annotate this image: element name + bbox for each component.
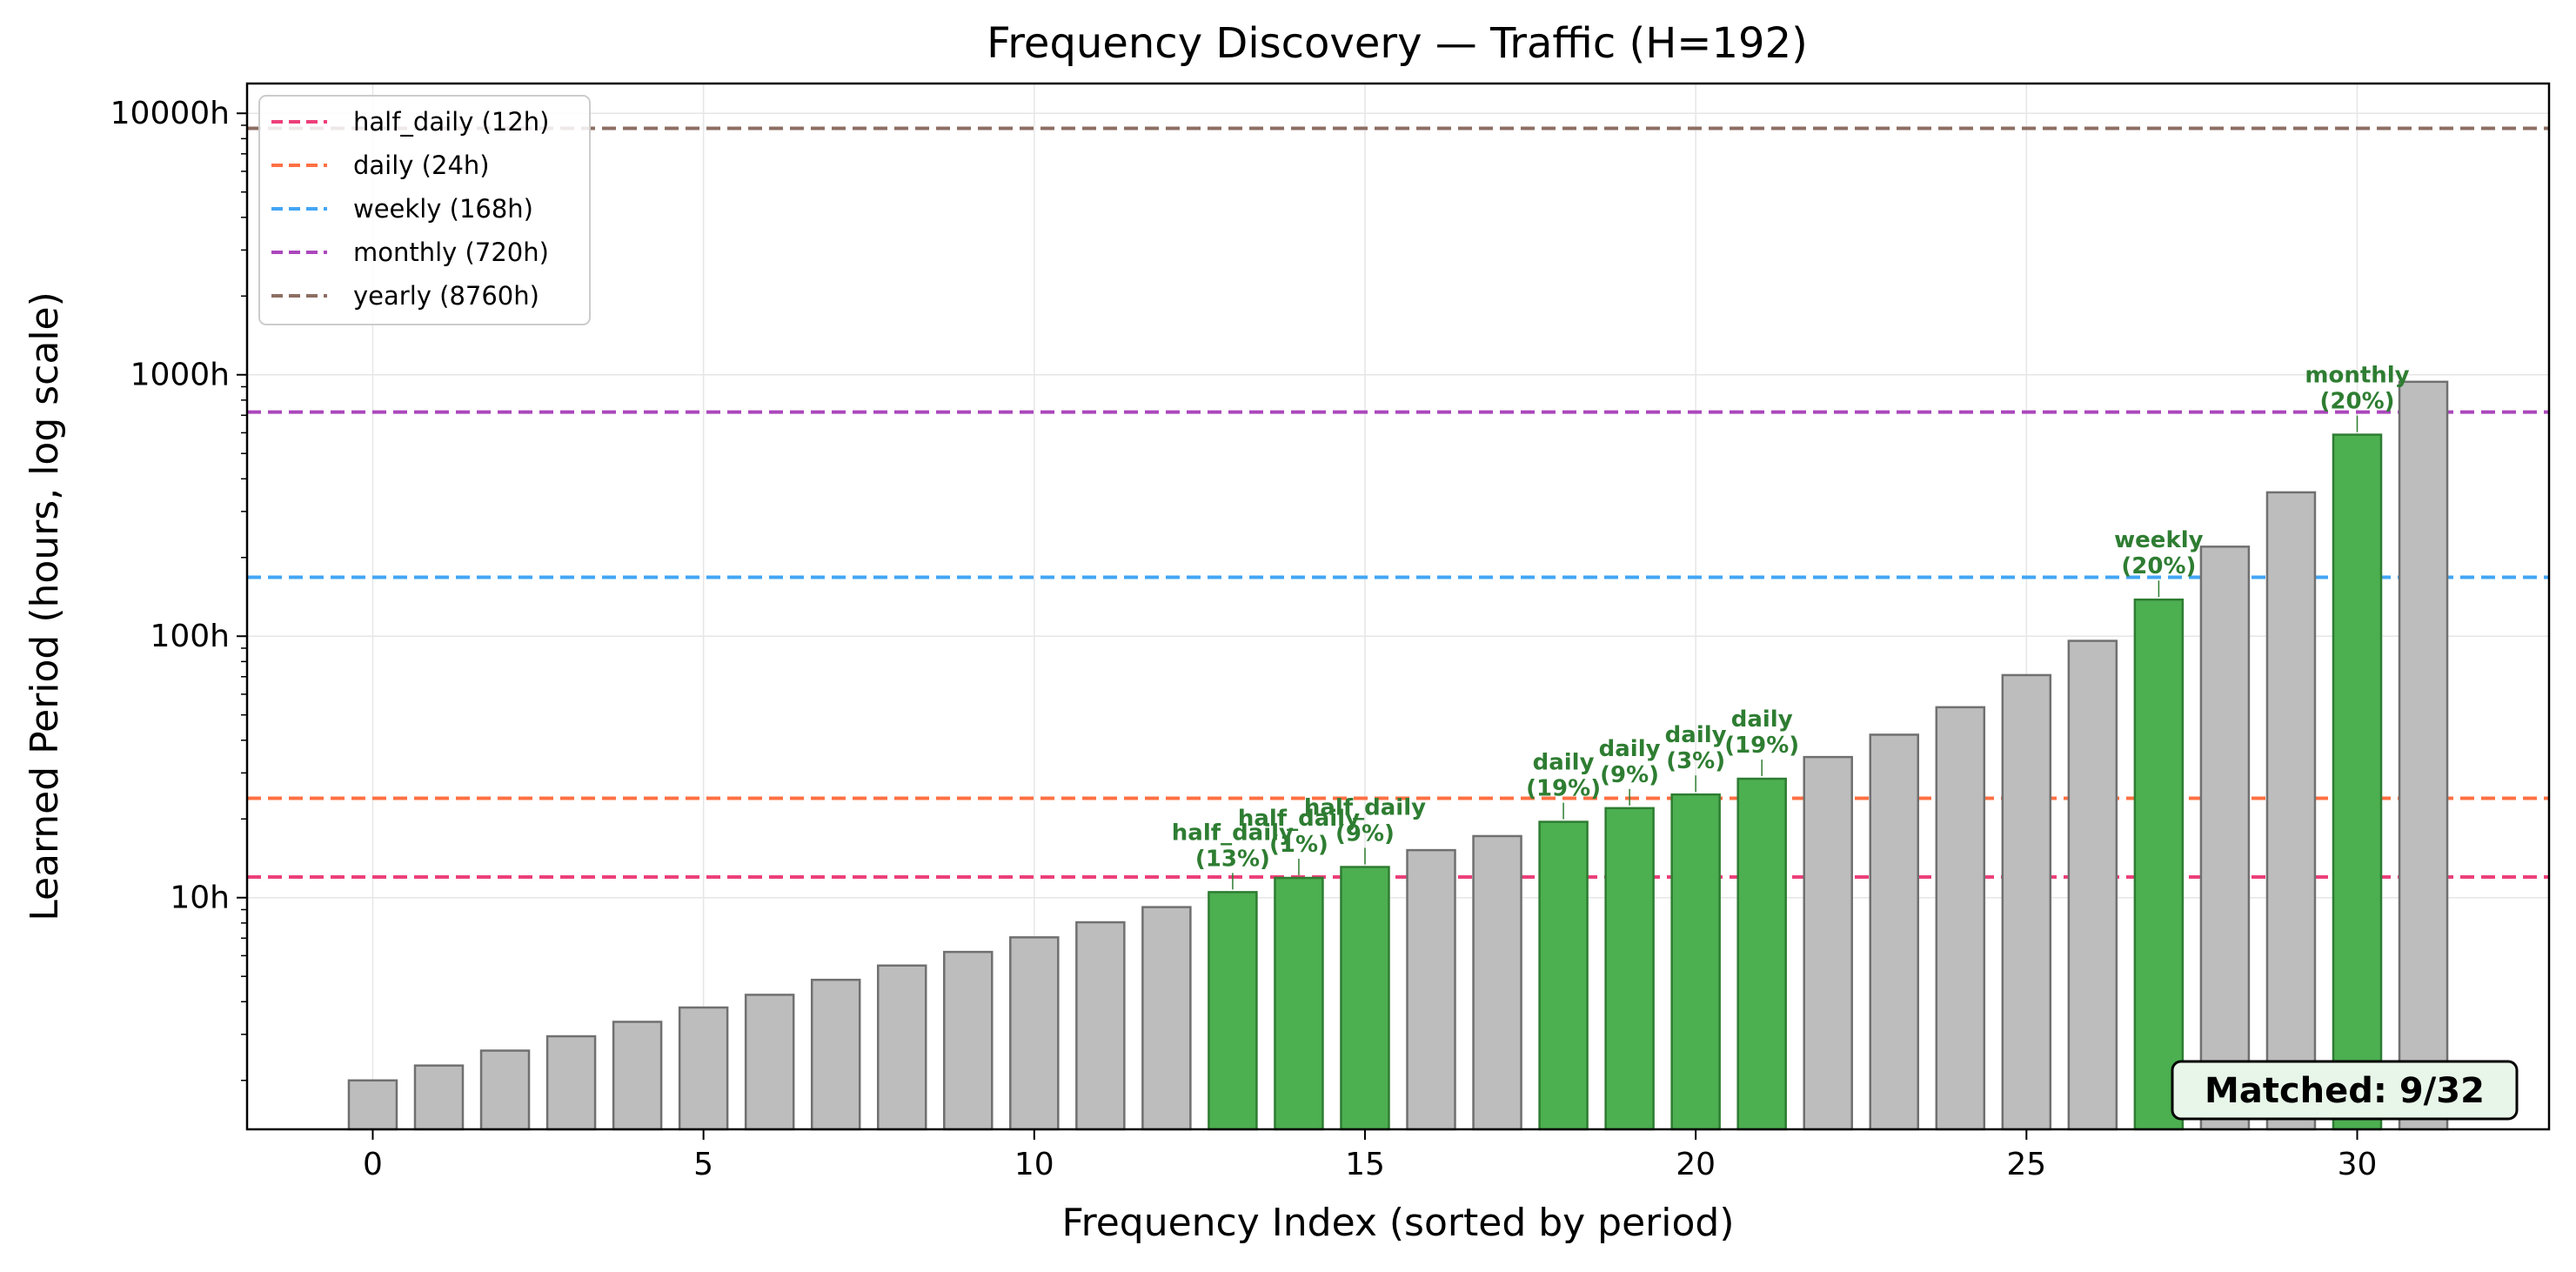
bar bbox=[810, 978, 861, 1131]
legend-label-weekly: weekly (168h) bbox=[353, 194, 533, 224]
annotation-line-1: daily bbox=[1665, 722, 1727, 748]
bar bbox=[1803, 755, 1853, 1131]
bar bbox=[1075, 921, 1126, 1131]
x-tick-label: 10 bbox=[1014, 1147, 1054, 1182]
bar bbox=[479, 1049, 531, 1131]
bar bbox=[876, 964, 927, 1131]
annotation-line-1: daily bbox=[1599, 736, 1661, 762]
bar bbox=[347, 1079, 398, 1131]
legend-label-half_daily: half_daily (12h) bbox=[353, 107, 550, 137]
bar bbox=[413, 1064, 465, 1131]
matched-bar bbox=[1340, 866, 1390, 1131]
bar-annotation: half_daily (9%) bbox=[1304, 794, 1426, 847]
bar bbox=[1935, 706, 1986, 1131]
annotation-line-2: (9%) bbox=[1600, 762, 1659, 788]
matched-count-text: Matched: 9/32 bbox=[2205, 1071, 2485, 1111]
bar bbox=[2067, 639, 2118, 1131]
bar-annotation: monthly (20%) bbox=[2305, 363, 2409, 415]
bar bbox=[612, 1021, 663, 1131]
matched-bar bbox=[1670, 793, 1721, 1131]
annotation-line-2: (9%) bbox=[1335, 820, 1395, 847]
x-tick-label: 30 bbox=[2338, 1147, 2378, 1182]
reference-lines bbox=[247, 126, 2549, 879]
bar bbox=[1009, 936, 1060, 1131]
bar bbox=[1141, 906, 1192, 1131]
y-tick-label: 1000h bbox=[130, 358, 230, 393]
matched-bar bbox=[1208, 891, 1258, 1131]
bar-annotations: half_daily (13%)half_daily (1%)half_daily(… bbox=[1172, 363, 2410, 890]
annotation-line-1: daily bbox=[1731, 706, 1793, 733]
matched-bar bbox=[2133, 598, 2185, 1131]
legend-label-monthly: monthly (720h) bbox=[353, 238, 549, 267]
bar bbox=[2265, 491, 2317, 1131]
bar-annotation: daily (19%) bbox=[1724, 706, 1799, 759]
y-tick-label: 10h bbox=[170, 880, 230, 916]
annotation-line-1: half_daily bbox=[1304, 794, 1426, 820]
annotation-line-2: (1%) bbox=[1269, 832, 1328, 858]
bar-annotation: half_daily (13%) bbox=[1172, 820, 1294, 872]
legend-label-daily: daily (24h) bbox=[353, 151, 490, 180]
chart-title: Frequency Discovery — Traffic (H=192) bbox=[987, 19, 1808, 68]
legend-label-yearly: yearly (8760h) bbox=[353, 281, 539, 311]
annotation-line-1: weekly bbox=[2114, 527, 2203, 553]
bar bbox=[2199, 546, 2251, 1131]
bar-annotation: half_daily (1%) bbox=[1238, 806, 1360, 858]
bar bbox=[2001, 673, 2052, 1131]
y-axis-ticks: 10h 100h 1000h 10000h bbox=[110, 96, 247, 1081]
x-tick-label: 20 bbox=[1676, 1147, 1716, 1182]
bar bbox=[1869, 733, 1920, 1131]
matched-bar bbox=[1736, 777, 1787, 1131]
annotation-line-2: (19%) bbox=[1526, 776, 1601, 802]
annotation-line-1: monthly bbox=[2305, 363, 2409, 389]
x-tick-label: 0 bbox=[363, 1147, 383, 1182]
matched-box bbox=[2171, 1060, 2519, 1121]
bars bbox=[347, 380, 2449, 1131]
bar-annotation: daily (3%) bbox=[1665, 722, 1727, 774]
x-axis-ticks: 0 5 10 15 20 25 30 bbox=[363, 1129, 2377, 1182]
x-tick-label: 15 bbox=[1345, 1147, 1385, 1182]
plot-frame bbox=[245, 82, 2551, 1131]
y-axis-label: Learned Period (hours, log scale) bbox=[23, 291, 67, 921]
matched-bar bbox=[2332, 433, 2383, 1131]
annotation-line-2: (19%) bbox=[1724, 733, 1799, 759]
bar-annotation: weekly (20%) bbox=[2114, 527, 2203, 579]
bar bbox=[2398, 380, 2449, 1131]
annotation-line-2: (13%) bbox=[1195, 846, 1270, 872]
bar bbox=[1472, 834, 1522, 1131]
annotation-line-2: (3%) bbox=[1666, 748, 1725, 774]
annotation-line-2: (20%) bbox=[2320, 389, 2395, 415]
x-tick-label: 5 bbox=[693, 1147, 713, 1182]
bar bbox=[744, 994, 795, 1131]
y-tick-label: 10000h bbox=[110, 96, 230, 131]
y-tick-label: 100h bbox=[150, 619, 230, 654]
matched-bar bbox=[1604, 807, 1655, 1131]
bar-annotation: daily (9%) bbox=[1599, 736, 1661, 788]
annotation-line-1: half_daily bbox=[1238, 806, 1360, 832]
bar-annotation: daily (19%) bbox=[1526, 750, 1601, 802]
legend: half_daily (12h) daily (24h) weekly (168h)… bbox=[258, 95, 591, 325]
matched-summary: Matched: 9/32 bbox=[2171, 1060, 2519, 1121]
x-axis-label: Frequency Index (sorted by period) bbox=[1061, 1201, 1734, 1245]
matched-bar bbox=[1538, 820, 1589, 1131]
gridlines bbox=[247, 84, 2549, 1129]
bar bbox=[545, 1034, 597, 1131]
bar bbox=[678, 1006, 729, 1131]
legend-box bbox=[258, 95, 591, 325]
bar bbox=[1406, 848, 1456, 1131]
bar bbox=[943, 950, 994, 1131]
annotation-line-1: half_daily bbox=[1172, 820, 1294, 846]
annotation-line-1: daily bbox=[1533, 750, 1595, 776]
annotation-line-2: (20%) bbox=[2121, 553, 2196, 579]
matched-bar bbox=[1274, 876, 1324, 1131]
x-tick-label: 25 bbox=[2006, 1147, 2046, 1182]
